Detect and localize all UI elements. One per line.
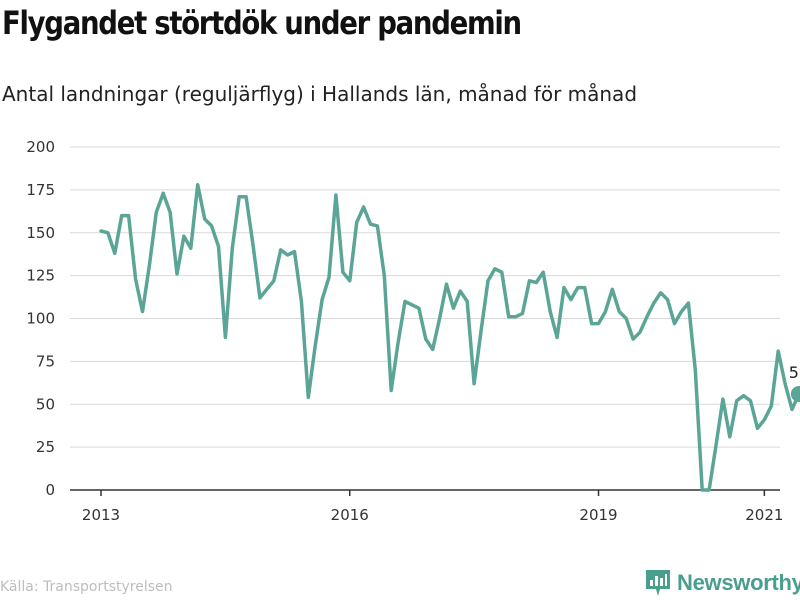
y-tick-label: 75 (36, 352, 55, 370)
y-tick-label: 175 (26, 181, 55, 199)
y-tick-label: 50 (36, 395, 55, 413)
last-point-label: 56 (789, 363, 800, 382)
x-tick-label: 2019 (579, 506, 617, 524)
y-tick-label: 25 (36, 438, 55, 456)
source-note: Källa: Transportstyrelsen (0, 579, 173, 595)
chart-subtitle: Antal landningar (reguljärflyg) i Hallan… (2, 82, 638, 106)
y-tick-label: 100 (26, 310, 55, 328)
last-point-marker (790, 385, 800, 402)
brand-name: Newsworthy (677, 570, 800, 595)
x-tick-label: 2021 (745, 506, 783, 524)
series-line (99, 182, 800, 492)
line-chart: 0 25 50 75 100 125 150 175 200 2013 2016 2019 2021 56 (26, 138, 800, 524)
chart-title: Flygandet störtdök under pandemin (2, 4, 522, 42)
y-tick-label: 0 (45, 481, 55, 499)
x-tick-label: 2016 (331, 506, 369, 524)
y-tick-label: 150 (26, 224, 55, 242)
brand-logo[interactable]: Newsworthy (645, 569, 800, 597)
y-tick-label: 200 (26, 138, 55, 156)
newsworthy-logo-icon (646, 570, 670, 596)
x-tick-label: 2013 (82, 506, 120, 524)
y-tick-label: 125 (26, 267, 55, 285)
